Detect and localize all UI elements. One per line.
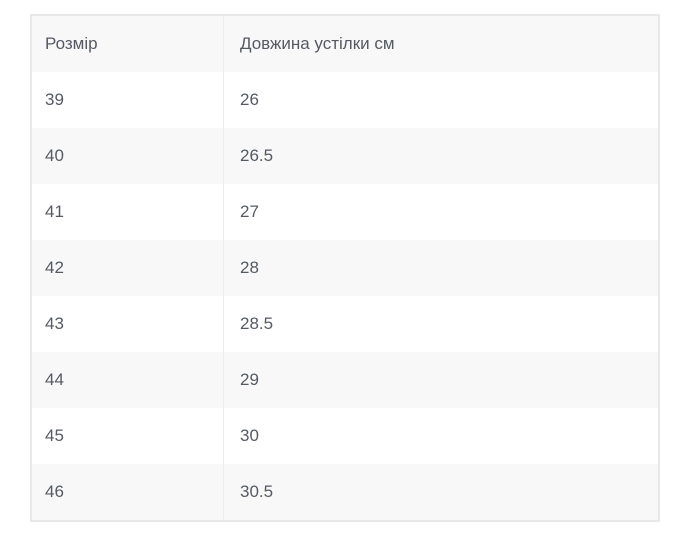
table-row: 45 30 — [32, 408, 658, 464]
table-row: 43 28.5 — [32, 296, 658, 352]
length-cell: 26.5 — [240, 146, 274, 165]
size-cell: 43 — [32, 296, 224, 352]
length-cell: 28.5 — [240, 314, 274, 333]
size-cell: 45 — [32, 408, 224, 464]
length-cell: 29 — [240, 370, 259, 389]
size-cell: 39 — [32, 72, 224, 128]
length-cell: 28 — [240, 258, 259, 277]
size-chart-table: Розмір Довжина устілки см 39 26 40 26.5 … — [30, 14, 660, 522]
length-cell: 26 — [240, 90, 259, 109]
length-column-header: Довжина устілки см — [240, 34, 395, 53]
length-cell: 27 — [240, 202, 259, 221]
table-row: 44 29 — [32, 352, 658, 408]
size-cell: 42 — [32, 240, 224, 296]
table-row: 41 27 — [32, 184, 658, 240]
table-row: 39 26 — [32, 72, 658, 128]
table-row: 42 28 — [32, 240, 658, 296]
table-row: 40 26.5 — [32, 128, 658, 184]
size-cell: 46 — [32, 464, 224, 520]
size-cell: 44 — [32, 352, 224, 408]
size-cell: 40 — [32, 128, 224, 184]
table-header-row: Розмір Довжина устілки см — [32, 16, 658, 72]
length-cell: 30 — [240, 426, 259, 445]
table-row: 46 30.5 — [32, 464, 658, 520]
size-column-header: Розмір — [32, 16, 224, 72]
size-cell: 41 — [32, 184, 224, 240]
length-cell: 30.5 — [240, 482, 274, 501]
